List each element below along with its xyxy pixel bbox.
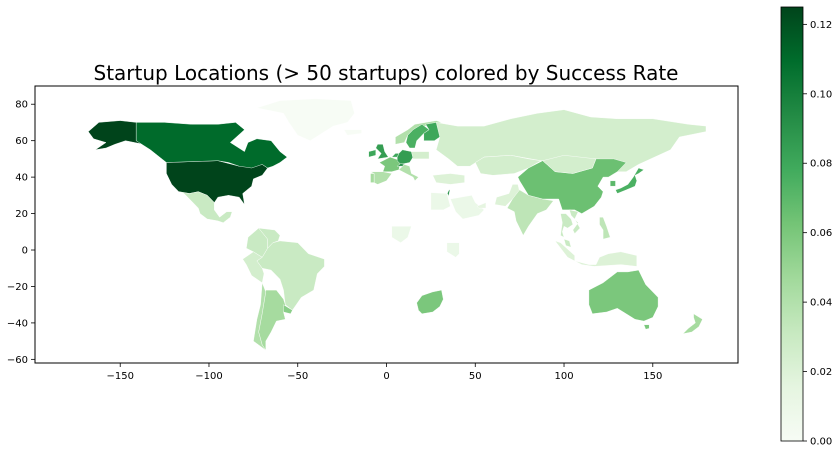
colorbar: 0.00 0.02 0.04 0.06 0.08 0.10 0.12 (780, 6, 832, 448)
region-kazakhstan (475, 155, 542, 176)
y-tick-label: 80 (15, 100, 28, 111)
region-greenland (256, 98, 355, 141)
region-ireland (368, 149, 376, 158)
region-united-kingdom (375, 144, 389, 160)
region-argentina (258, 289, 286, 351)
region-kenya (446, 242, 460, 258)
region-vietnam (569, 209, 581, 234)
y-tick-label: 20 (15, 209, 28, 220)
region-malaysia (563, 238, 572, 248)
region-nigeria (391, 226, 412, 243)
region-philippines (599, 216, 611, 240)
colorbar-tick-label: 0.04 (810, 298, 832, 309)
region-venezuela (258, 227, 281, 249)
region-mongolia (542, 155, 597, 174)
region-new-zealand (682, 313, 703, 335)
y-tick-label: 60 (15, 136, 28, 147)
colorbar-ticks: 0.00 0.02 0.04 0.06 0.08 0.10 0.12 (803, 20, 832, 448)
region-saudi-arabia (450, 195, 485, 220)
x-tick-label: 150 (643, 371, 662, 382)
region-australia (588, 269, 659, 322)
region-thailand (560, 213, 574, 238)
colorbar-tick-label: 0.10 (810, 89, 832, 100)
colorbar-tick-label: 0.02 (810, 367, 832, 378)
region-germany (397, 149, 414, 165)
colorbar-tick-label: 0.00 (810, 437, 832, 448)
region-iceland (343, 129, 362, 136)
region-alaska (88, 120, 144, 150)
y-tick-label: −60 (7, 355, 28, 366)
map-plot-area (88, 98, 707, 351)
region-tasmania (643, 324, 650, 330)
x-tick-label: 100 (554, 371, 573, 382)
country-layer (88, 98, 707, 351)
chart-title: Startup Locations (> 50 startups) colore… (94, 61, 679, 85)
x-tick-label: −100 (195, 371, 222, 382)
region-poland (411, 151, 430, 160)
region-turkey (432, 173, 465, 185)
region-uae (476, 202, 487, 209)
region-japan (615, 167, 645, 194)
region-indonesia (554, 240, 637, 267)
x-tick-label: −50 (287, 371, 308, 382)
x-tick-label: 50 (469, 371, 482, 382)
region-india (506, 189, 554, 236)
y-tick-label: 0 (22, 246, 28, 257)
region-peru (242, 251, 265, 284)
y-tick-label: −40 (7, 318, 28, 329)
region-pakistan (494, 184, 520, 207)
colorbar-gradient (780, 6, 804, 442)
x-axis: −150 −100 −50 0 50 100 150 (106, 363, 662, 382)
region-netherlands (391, 153, 400, 158)
y-axis: 80 60 40 20 0 −20 −40 −60 (7, 100, 35, 366)
region-france (379, 156, 401, 172)
region-mexico (178, 191, 233, 223)
colorbar-tick-label: 0.12 (810, 20, 832, 31)
region-canada (135, 122, 288, 169)
y-tick-label: 40 (15, 173, 28, 184)
region-russia (435, 109, 707, 172)
region-uruguay (283, 304, 293, 315)
x-tick-label: −150 (106, 371, 133, 382)
x-tick-label: 0 (383, 371, 389, 382)
region-egypt (430, 192, 451, 211)
region-italy (398, 164, 419, 182)
colorbar-tick-label: 0.08 (810, 159, 832, 170)
colorbar-tick-label: 0.06 (810, 228, 832, 239)
region-south-korea (610, 180, 616, 187)
region-israel (447, 189, 451, 197)
region-portugal (370, 173, 375, 183)
y-tick-label: −20 (7, 282, 28, 293)
region-south-africa (416, 289, 444, 315)
